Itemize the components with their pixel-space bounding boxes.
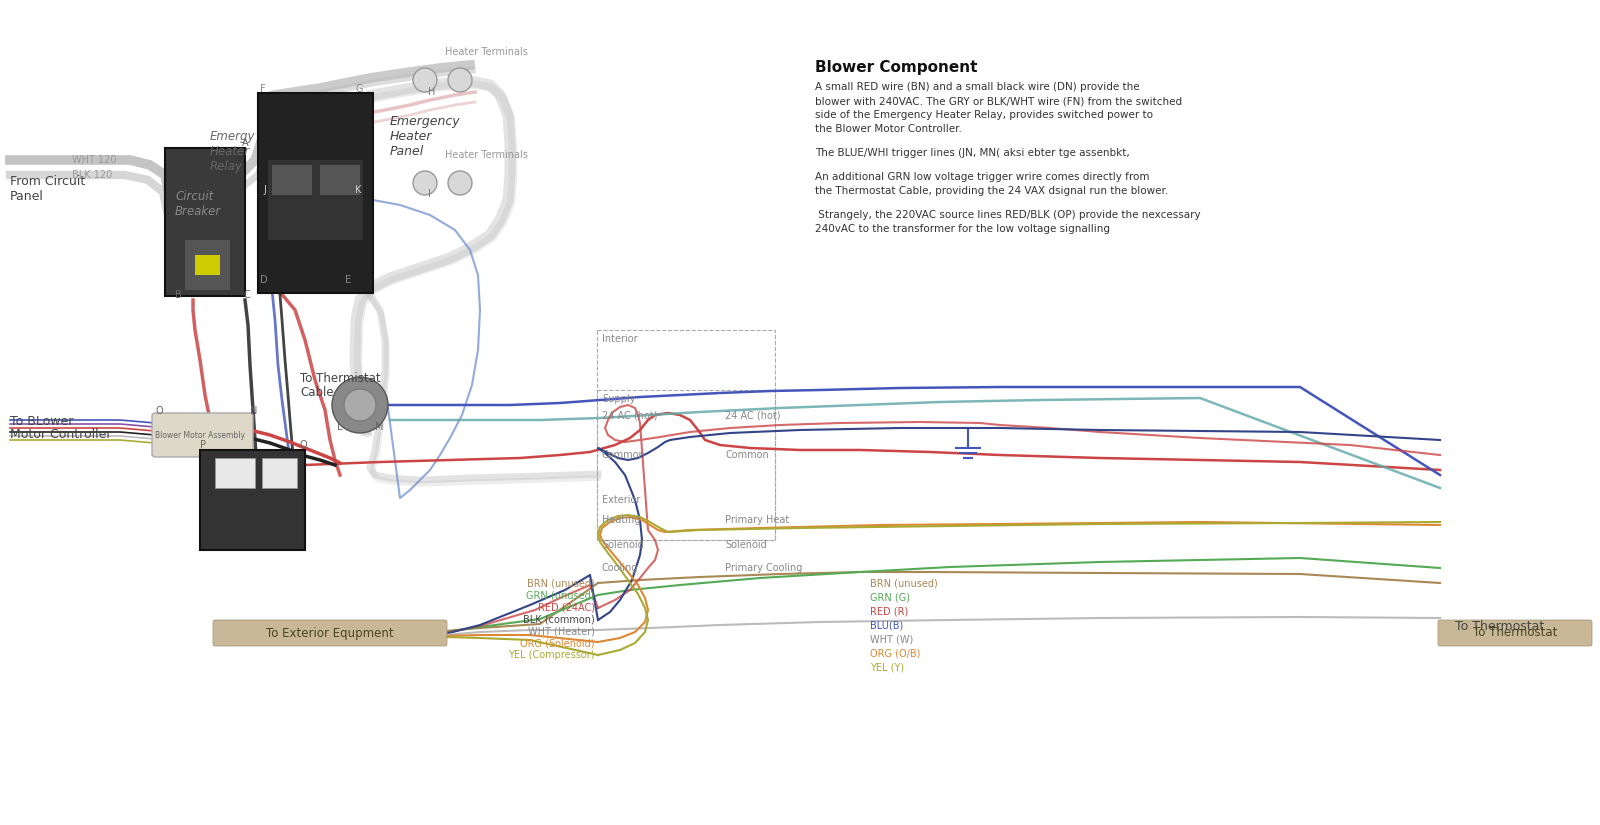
- Text: Heating: Heating: [602, 515, 640, 525]
- Text: Primary Cooling: Primary Cooling: [725, 563, 802, 573]
- Bar: [262, 458, 298, 488]
- Text: Emergy
Heater
Relay: Emergy Heater Relay: [210, 130, 256, 173]
- Text: the Blower Motor Controller.: the Blower Motor Controller.: [814, 124, 962, 134]
- Text: K: K: [355, 185, 362, 195]
- Text: The BLUE/WHI trigger lines (JN, MN( aksi ebter tge assenbkt,: The BLUE/WHI trigger lines (JN, MN( aksi…: [814, 148, 1130, 158]
- Text: Supply: Supply: [602, 394, 635, 404]
- Text: Panel: Panel: [10, 190, 43, 203]
- Text: 24 AC (hot): 24 AC (hot): [602, 410, 658, 420]
- Text: WHT (Heater): WHT (Heater): [528, 626, 595, 636]
- Text: To Thermostat: To Thermostat: [1454, 620, 1544, 633]
- Text: YEL (Y): YEL (Y): [870, 662, 904, 672]
- Text: H: H: [429, 87, 435, 97]
- Text: An additional GRN low voltage trigger wrire comes directly from: An additional GRN low voltage trigger wr…: [814, 172, 1149, 182]
- FancyBboxPatch shape: [200, 450, 306, 550]
- FancyBboxPatch shape: [213, 620, 446, 646]
- Text: Strangely, the 220VAC source lines RED/BLK (OP) provide the nexcessary: Strangely, the 220VAC source lines RED/B…: [814, 210, 1200, 220]
- Text: Solenoid: Solenoid: [602, 540, 643, 550]
- Text: Common: Common: [602, 450, 646, 460]
- Text: C: C: [243, 290, 250, 300]
- Text: To BLower: To BLower: [10, 415, 74, 428]
- Circle shape: [413, 171, 437, 195]
- Text: RED (R): RED (R): [870, 606, 909, 616]
- Text: A: A: [242, 138, 248, 148]
- Circle shape: [448, 171, 472, 195]
- Text: Primary Heat: Primary Heat: [725, 515, 789, 525]
- Text: ORG (O/B): ORG (O/B): [870, 648, 920, 658]
- Text: E: E: [346, 275, 350, 285]
- Text: N: N: [250, 406, 258, 416]
- Bar: [195, 255, 221, 275]
- Text: WHT 120: WHT 120: [72, 155, 117, 165]
- Text: Heater Terminals: Heater Terminals: [445, 47, 528, 57]
- Bar: [269, 160, 363, 240]
- Bar: [320, 165, 360, 195]
- Text: Motor Controller: Motor Controller: [10, 428, 112, 441]
- Text: L: L: [338, 422, 342, 432]
- Text: To Exterior Equpment: To Exterior Equpment: [266, 626, 394, 639]
- Text: Heater Terminals: Heater Terminals: [445, 150, 528, 160]
- Text: Emergency
Heater
Panel: Emergency Heater Panel: [390, 115, 461, 158]
- Text: Blower Motor Assembly: Blower Motor Assembly: [155, 431, 245, 440]
- Circle shape: [413, 68, 437, 92]
- Circle shape: [344, 389, 376, 421]
- Text: Interior: Interior: [602, 334, 638, 344]
- Bar: [597, 390, 774, 540]
- Text: M: M: [374, 422, 384, 432]
- Text: To Thermostat: To Thermostat: [1474, 626, 1557, 639]
- Bar: [214, 458, 254, 488]
- Text: GRN (unused): GRN (unused): [526, 590, 595, 600]
- Text: From Circuit: From Circuit: [10, 175, 85, 188]
- Text: J: J: [262, 185, 266, 195]
- Text: Solenoid: Solenoid: [725, 540, 766, 550]
- Text: WHT (W): WHT (W): [870, 634, 914, 644]
- Text: 240vAC to the transformer for the low voltage signalling: 240vAC to the transformer for the low vo…: [814, 224, 1110, 234]
- Text: BLU(B): BLU(B): [870, 620, 904, 630]
- Text: BRN (unused): BRN (unused): [870, 578, 938, 588]
- Text: ORG (Solenoid): ORG (Solenoid): [520, 638, 595, 648]
- Text: Common: Common: [725, 450, 768, 460]
- Text: A small RED wire (BN) and a small black wire (DN) provide the: A small RED wire (BN) and a small black …: [814, 82, 1139, 92]
- Text: side of the Emergency Heater Relay, provides switched power to: side of the Emergency Heater Relay, prov…: [814, 110, 1154, 120]
- Text: YEL (Compressor): YEL (Compressor): [509, 650, 595, 660]
- Text: Q: Q: [301, 440, 307, 450]
- Circle shape: [333, 377, 387, 433]
- Text: Cable: Cable: [301, 386, 334, 399]
- Text: P: P: [200, 440, 206, 450]
- Text: Cooling: Cooling: [602, 563, 638, 573]
- Text: I: I: [429, 189, 430, 199]
- Text: blower with 240VAC. The GRY or BLK/WHT wire (FN) from the switched: blower with 240VAC. The GRY or BLK/WHT w…: [814, 96, 1182, 106]
- Text: Blower Component: Blower Component: [814, 60, 978, 75]
- Text: D: D: [259, 275, 267, 285]
- Circle shape: [448, 68, 472, 92]
- Text: G: G: [355, 84, 363, 94]
- Bar: [272, 165, 312, 195]
- Bar: [186, 240, 230, 290]
- Text: RED (24AC): RED (24AC): [538, 602, 595, 612]
- Text: Exterior: Exterior: [602, 495, 640, 505]
- Text: O: O: [155, 406, 163, 416]
- FancyBboxPatch shape: [165, 148, 245, 296]
- Text: F: F: [259, 84, 266, 94]
- Text: BLK (common): BLK (common): [523, 614, 595, 624]
- FancyBboxPatch shape: [152, 413, 253, 457]
- Text: BLK 120: BLK 120: [72, 170, 112, 180]
- Text: To Thermistat: To Thermistat: [301, 372, 381, 385]
- Text: 24 AC (hot): 24 AC (hot): [725, 410, 781, 420]
- Text: Circuit
Breaker: Circuit Breaker: [174, 190, 221, 218]
- Text: BRN (unused): BRN (unused): [528, 578, 595, 588]
- FancyBboxPatch shape: [258, 93, 373, 293]
- Text: the Thermostat Cable, providing the 24 VAX dsignal run the blower.: the Thermostat Cable, providing the 24 V…: [814, 186, 1168, 196]
- Text: GRN (G): GRN (G): [870, 592, 910, 602]
- Bar: [597, 330, 774, 540]
- Text: B: B: [174, 290, 182, 300]
- FancyBboxPatch shape: [1438, 620, 1592, 646]
